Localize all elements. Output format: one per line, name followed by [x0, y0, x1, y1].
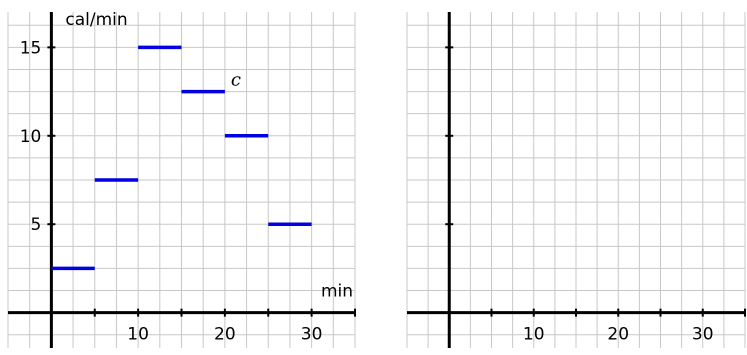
right-chart-panel: 10 20 30 — [406, 12, 746, 348]
x-tick-label: 30 — [692, 325, 714, 345]
y-tick-label: 10 — [20, 127, 42, 147]
x-tick-label: 10 — [523, 325, 545, 345]
left-chart-panel: 10 20 30 5 10 15 cal/min min c — [7, 10, 356, 348]
y-tick-label: 15 — [20, 38, 42, 58]
x-tick-label: 30 — [301, 325, 323, 345]
grid — [406, 12, 746, 348]
x-tick-label: 10 — [127, 325, 149, 345]
grid — [7, 12, 356, 348]
x-axis-label: min — [321, 282, 353, 302]
series-label: c — [231, 70, 241, 91]
y-tick-label: 5 — [31, 215, 42, 235]
x-tick-label: 20 — [214, 325, 236, 345]
series-c: c — [51, 45, 312, 271]
y-axis-label: cal/min — [65, 10, 127, 30]
x-tick-label: 20 — [607, 325, 629, 345]
